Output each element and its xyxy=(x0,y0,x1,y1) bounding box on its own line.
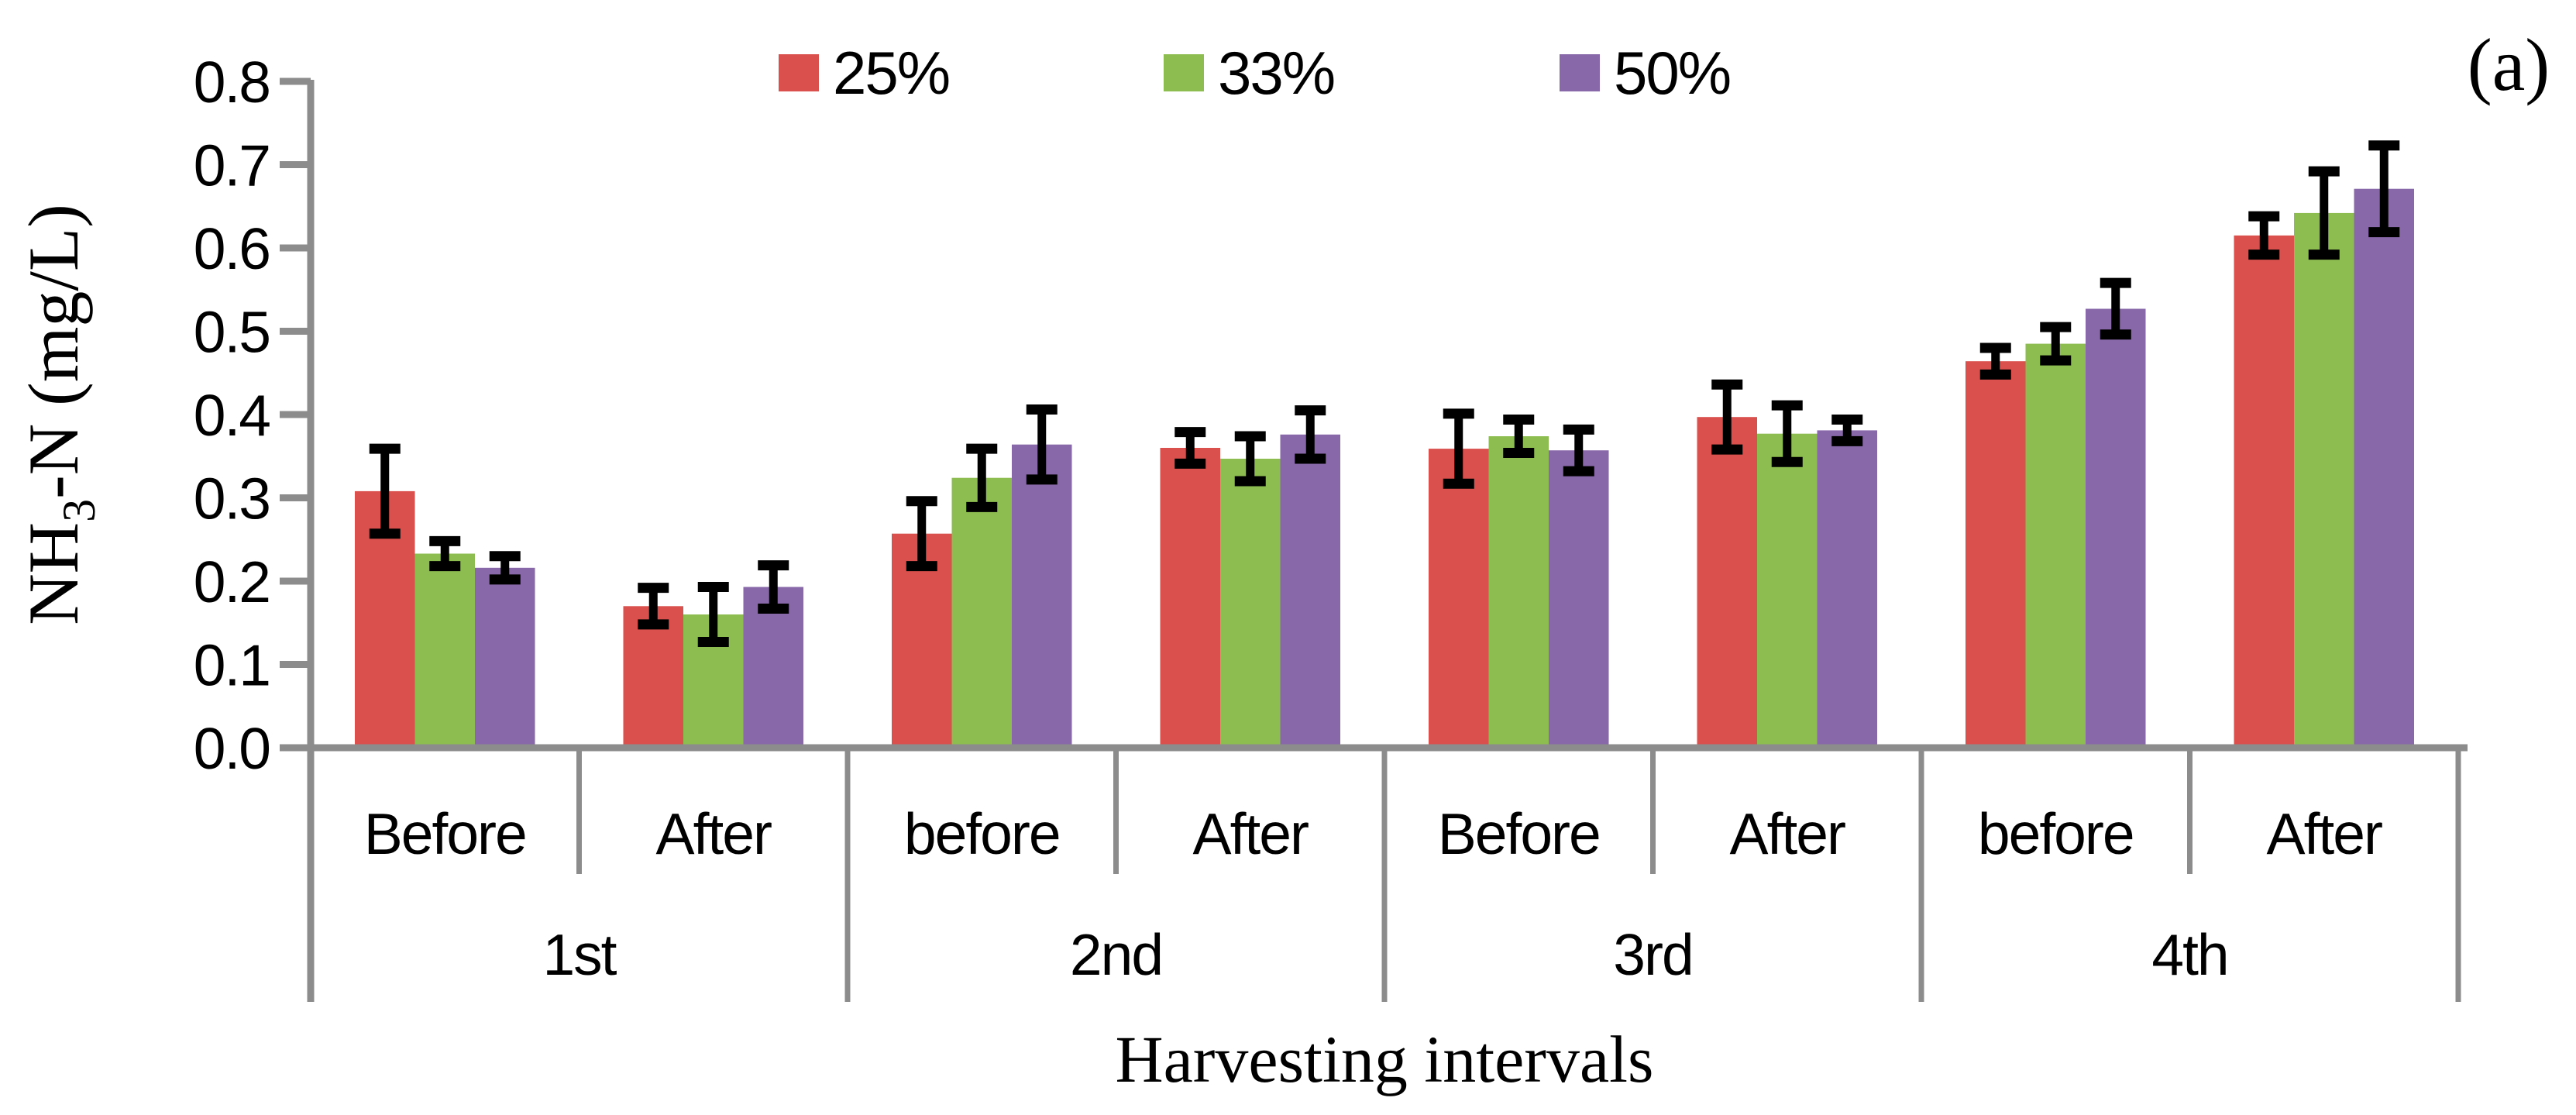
legend-item-50%: 50% xyxy=(1560,39,1732,107)
error-bar-series2-cat3 xyxy=(1295,405,1326,464)
bar-series2-cat0 xyxy=(475,567,535,748)
bar-series1-cat0 xyxy=(414,553,475,748)
legend-label: 33% xyxy=(1218,39,1334,107)
bar-series0-cat6 xyxy=(1966,361,2026,748)
y-tick-label-0.0: 0.0 xyxy=(194,716,270,781)
error-bar-series0-cat5 xyxy=(1711,379,1743,455)
x-label-interval-3rd: 3rd xyxy=(1613,922,1692,987)
x-label-cat4: Before xyxy=(1438,801,1600,866)
y-tick-label-0.4: 0.4 xyxy=(194,383,270,448)
x-label-interval-2nd: 2nd xyxy=(1070,922,1162,987)
error-bar-series0-cat4 xyxy=(1443,408,1474,489)
bar-series1-cat5 xyxy=(1757,433,1818,748)
x-category-labels: Before After before After Before After before A… xyxy=(364,801,2384,987)
error-bar-series2-cat6 xyxy=(2100,277,2131,340)
bar-series2-cat5 xyxy=(1817,430,1877,748)
legend-swatch-icon xyxy=(1164,54,1204,91)
legend-swatch-icon xyxy=(779,54,819,91)
y-tick-label-0.8: 0.8 xyxy=(194,50,270,115)
x-label-cat1: After xyxy=(656,801,772,866)
x-label-cat7: After xyxy=(2267,801,2382,866)
legend-label: 25% xyxy=(833,39,949,107)
bar-series2-cat1 xyxy=(743,587,803,748)
bar-series2-cat3 xyxy=(1280,434,1340,748)
y-tick-label-0.5: 0.5 xyxy=(194,300,270,365)
error-bar-series0-cat0 xyxy=(369,443,401,539)
error-bar-series1-cat2 xyxy=(966,443,998,512)
error-bar-series1-cat1 xyxy=(697,582,729,647)
legend-item-33%: 33% xyxy=(1164,39,1336,107)
bar-series0-cat7 xyxy=(2234,235,2294,748)
legend-swatch-icon xyxy=(1560,54,1600,91)
x-label-cat2: before xyxy=(904,801,1060,866)
error-bar-series2-cat2 xyxy=(1026,404,1058,485)
bar-series1-cat6 xyxy=(2025,343,2086,748)
error-bar-series1-cat3 xyxy=(1234,431,1266,487)
bar-series2-cat6 xyxy=(2086,308,2146,748)
y-tick-label-0.2: 0.2 xyxy=(194,549,270,614)
error-bar-series2-cat0 xyxy=(489,551,521,585)
panel-label: (a) xyxy=(2468,23,2550,106)
bar-series2-cat7 xyxy=(2354,188,2414,748)
x-label-cat0: Before xyxy=(364,801,526,866)
error-bar-series1-cat0 xyxy=(429,535,461,572)
legend-item-25%: 25% xyxy=(779,39,951,107)
error-bar-series1-cat5 xyxy=(1771,400,1803,467)
error-bar-series0-cat6 xyxy=(1979,342,2011,380)
y-tick-label-0.7: 0.7 xyxy=(194,133,270,198)
x-label-cat3: After xyxy=(1193,801,1309,866)
error-bar-series0-cat1 xyxy=(638,583,669,630)
error-bar-series1-cat4 xyxy=(1503,414,1535,458)
axis-layer xyxy=(280,77,2468,1002)
legend-label: 50% xyxy=(1614,39,1730,107)
bar-series1-cat7 xyxy=(2294,212,2354,748)
y-tick-label-0.6: 0.6 xyxy=(194,216,270,281)
error-bar-series0-cat2 xyxy=(906,496,937,572)
error-bar-series1-cat7 xyxy=(2308,166,2340,260)
y-tick-label-0.1: 0.1 xyxy=(194,633,270,698)
bar-series0-cat5 xyxy=(1697,417,1757,748)
y-tick-labels: 0.0 0.1 0.2 0.3 0.4 0.5 0.6 0.7 0.8 xyxy=(194,50,272,781)
error-bar-series0-cat7 xyxy=(2248,211,2280,260)
bar-series1-cat2 xyxy=(951,477,1012,748)
x-label-interval-1st: 1st xyxy=(542,922,617,987)
bars-layer xyxy=(355,188,2414,748)
x-axis-title: Harvesting intervals xyxy=(1116,1022,1654,1096)
y-tick-label-0.3: 0.3 xyxy=(194,466,270,532)
x-label-cat6: before xyxy=(1978,801,2134,866)
legend: 25% 33% 50% xyxy=(779,39,1732,107)
error-bar-series2-cat4 xyxy=(1563,424,1594,477)
x-label-cat5: After xyxy=(1730,801,1845,866)
bar-series2-cat2 xyxy=(1012,444,1072,748)
bar-series0-cat1 xyxy=(623,606,683,748)
bar-series2-cat4 xyxy=(1549,450,1609,748)
y-axis-title: NH3-N (mg/L) xyxy=(14,204,105,625)
error-bar-series2-cat1 xyxy=(758,560,789,614)
error-bar-series0-cat3 xyxy=(1175,427,1206,469)
bar-series1-cat4 xyxy=(1488,436,1549,748)
error-bar-series2-cat5 xyxy=(1831,414,1863,446)
bar-series1-cat3 xyxy=(1220,459,1281,748)
error-bars-layer xyxy=(369,140,2400,647)
x-label-interval-4th: 4th xyxy=(2151,922,2227,987)
error-bar-series1-cat6 xyxy=(2040,322,2072,366)
bar-series0-cat3 xyxy=(1160,448,1220,748)
bar-series0-cat4 xyxy=(1429,449,1489,748)
error-bar-series2-cat7 xyxy=(2368,140,2400,238)
